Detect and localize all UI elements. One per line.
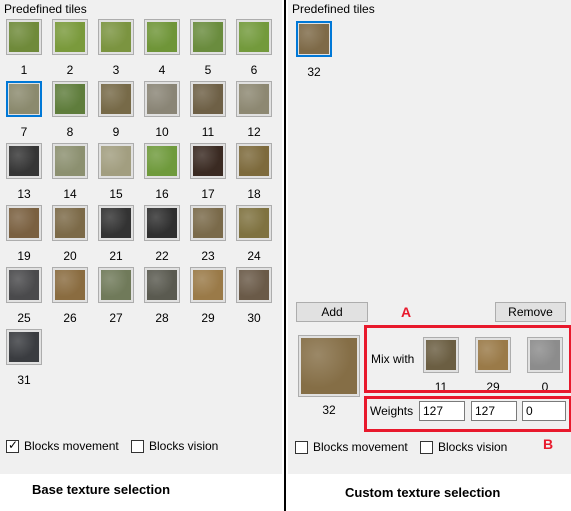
base-tile[interactable] (144, 267, 180, 303)
base-tile[interactable] (144, 81, 180, 117)
base-tile[interactable] (98, 19, 134, 55)
weight-input-1[interactable]: 127 (419, 401, 465, 421)
base-tile-number: 25 (17, 311, 31, 325)
base-tile[interactable] (6, 205, 42, 241)
base-tile[interactable] (98, 143, 134, 179)
base-tile[interactable] (236, 81, 272, 117)
base-tile[interactable] (52, 81, 88, 117)
custom-tile-number: 32 (307, 65, 321, 79)
base-tile[interactable] (52, 267, 88, 303)
base-tile[interactable] (236, 267, 272, 303)
base-tile-number: 30 (247, 311, 261, 325)
base-texture-panel: Predefined tiles 1 2 3 4 5 6 7 8 9 10 11 12 13 14 15 16… (0, 0, 282, 474)
base-tile-number: 4 (158, 63, 166, 77)
base-tile[interactable] (6, 267, 42, 303)
base-tile[interactable] (6, 19, 42, 55)
add-button[interactable]: Add (296, 302, 368, 322)
base-tile-number: 17 (201, 187, 215, 201)
base-tile-number: 3 (112, 63, 120, 77)
base-tile-number: 7 (20, 125, 28, 139)
base-tile-number: 27 (109, 311, 123, 325)
base-tile-number: 6 (250, 63, 258, 77)
base-tile[interactable] (236, 143, 272, 179)
base-tile-number: 2 (66, 63, 74, 77)
custom-blocks-movement-checkbox[interactable] (295, 441, 308, 454)
base-tile[interactable] (98, 205, 134, 241)
base-texture-caption: Base texture selection (32, 482, 171, 497)
base-tile-number: 15 (109, 187, 123, 201)
base-tile[interactable] (190, 267, 226, 303)
annotation-box-b (364, 396, 571, 432)
base-blocks-movement-label: Blocks movement (24, 439, 119, 453)
base-tile[interactable] (6, 143, 42, 179)
base-tile-number: 9 (112, 125, 120, 139)
base-tile-number: 8 (66, 125, 74, 139)
base-tile-number: 22 (155, 249, 169, 263)
base-tile-number: 19 (17, 249, 31, 263)
base-tile-number: 16 (155, 187, 169, 201)
base-section-label: Predefined tiles (4, 2, 87, 16)
base-tile-number: 14 (63, 187, 77, 201)
base-tile-number: 29 (201, 311, 215, 325)
custom-tile[interactable] (296, 21, 332, 57)
base-tile[interactable] (6, 329, 42, 365)
weights-label: Weights (370, 404, 414, 418)
mix-with-label: Mix with (371, 352, 415, 366)
check-mark-icon: ✓ (8, 438, 19, 452)
weight-input-2[interactable]: 127 (471, 401, 517, 421)
custom-preview-tile (298, 335, 360, 397)
base-tile[interactable] (144, 19, 180, 55)
base-tile-number: 11 (201, 125, 215, 139)
base-blocks-vision-checkbox[interactable] (131, 440, 144, 453)
base-tile-number: 20 (63, 249, 77, 263)
base-tile-number: 31 (17, 373, 31, 387)
custom-blocks-vision-checkbox[interactable] (420, 441, 433, 454)
mix-tile-3[interactable] (527, 337, 563, 373)
base-tile[interactable] (52, 143, 88, 179)
base-tile[interactable] (236, 205, 272, 241)
base-tile-number: 23 (201, 249, 215, 263)
base-tile[interactable] (144, 143, 180, 179)
custom-blocks-vision-label: Blocks vision (438, 440, 508, 454)
base-tile[interactable] (190, 143, 226, 179)
base-tile-number: 26 (63, 311, 77, 325)
base-tile[interactable] (144, 205, 180, 241)
mix-tile-1[interactable] (423, 337, 459, 373)
base-tile[interactable] (98, 81, 134, 117)
base-tile[interactable] (52, 19, 88, 55)
preview-tile-number: 32 (322, 403, 336, 417)
annotation-box-a (364, 325, 571, 393)
base-tile-number: 12 (247, 125, 261, 139)
panel-divider (284, 0, 286, 511)
base-tile-number: 1 (20, 63, 28, 77)
base-blocks-vision-label: Blocks vision (149, 439, 219, 453)
base-tile[interactable] (236, 19, 272, 55)
weight-input-3[interactable]: 0 (522, 401, 566, 421)
base-blocks-movement-checkbox[interactable]: ✓ (6, 438, 19, 453)
custom-texture-panel: Predefined tiles 32 Add Remove 32 Mix wi… (288, 0, 571, 474)
custom-texture-caption: Custom texture selection (345, 485, 501, 500)
base-tile[interactable] (6, 81, 42, 117)
base-tile-number: 18 (247, 187, 261, 201)
base-tile[interactable] (190, 81, 226, 117)
base-tile[interactable] (98, 267, 134, 303)
mix-tile-3-number: 0 (541, 380, 549, 394)
annotation-label-a: A (401, 304, 412, 320)
base-tile-number: 13 (17, 187, 31, 201)
base-tile-number: 24 (247, 249, 261, 263)
remove-button[interactable]: Remove (495, 302, 566, 322)
base-tile-number: 28 (155, 311, 169, 325)
base-tile[interactable] (190, 19, 226, 55)
annotation-label-b: B (543, 436, 554, 452)
custom-blocks-movement-label: Blocks movement (313, 440, 408, 454)
mix-tile-2[interactable] (475, 337, 511, 373)
base-tile-number: 21 (109, 249, 123, 263)
base-tile[interactable] (190, 205, 226, 241)
custom-section-label: Predefined tiles (292, 2, 375, 16)
base-tile-number: 10 (155, 125, 169, 139)
base-tile[interactable] (52, 205, 88, 241)
base-tile-number: 5 (204, 63, 212, 77)
